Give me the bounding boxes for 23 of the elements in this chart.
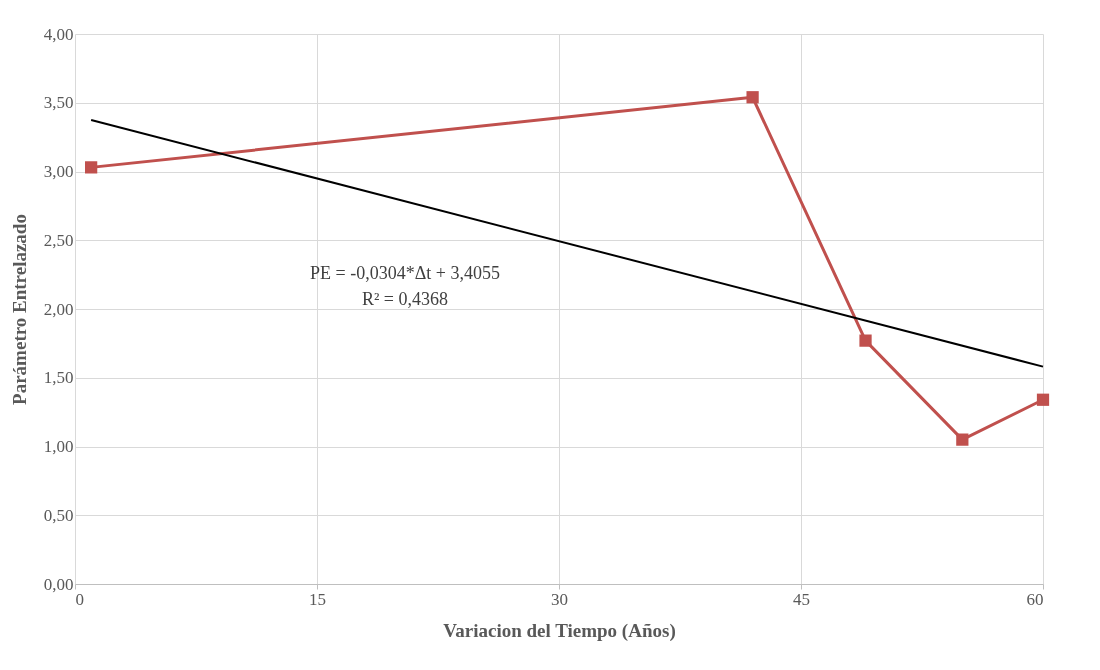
x-tick-label: 60: [1026, 589, 1044, 609]
x-tick-label: 0: [75, 589, 84, 609]
point: [1036, 393, 1050, 406]
y-tick-label: 3,50: [43, 93, 74, 113]
x-tick-label: 15: [309, 589, 326, 609]
x-tick-label: 45: [793, 589, 810, 609]
point: [746, 91, 759, 104]
annotation: PE = -0,0304*Δt + 3,4055: [310, 263, 500, 283]
y-tick-label: 4,00: [43, 24, 74, 44]
x-tick-label: 30: [551, 589, 568, 609]
y-tick-label: 1,00: [43, 437, 74, 456]
x-axis-title: Variacion del Tiempo (Años): [443, 619, 676, 642]
y-tick-label: 2,00: [43, 299, 74, 319]
point: [85, 161, 98, 174]
y-axis-title: Parámetro Entrelazado: [8, 214, 30, 405]
y-tick-label: 0,50: [43, 505, 74, 525]
y-tick-label: 0,00: [43, 574, 74, 594]
point: [859, 334, 872, 347]
y-tick-label: 2,50: [43, 230, 74, 250]
annotation: R² = 0,4368: [361, 289, 449, 309]
point: [956, 433, 969, 446]
y-tick-label: 1,50: [43, 368, 74, 388]
y-tick-label: 3,00: [43, 162, 74, 181]
